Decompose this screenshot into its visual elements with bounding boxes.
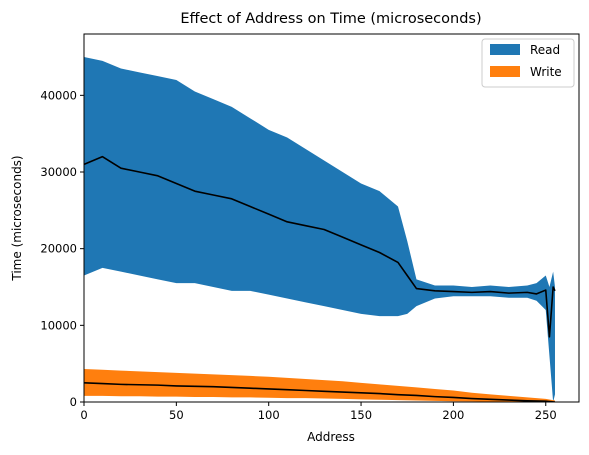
x-tick-label: 250 bbox=[535, 408, 557, 422]
legend-swatch-write bbox=[490, 66, 520, 77]
legend-label-read: Read bbox=[530, 43, 560, 57]
y-axis: 0 10000 20000 30000 40000 bbox=[40, 88, 84, 409]
x-tick-label: 100 bbox=[258, 408, 280, 422]
y-tick-label: 20000 bbox=[40, 242, 77, 256]
plot-area bbox=[84, 57, 556, 402]
y-tick-label: 40000 bbox=[40, 88, 77, 102]
chart-title: Effect of Address on Time (microseconds) bbox=[180, 11, 481, 27]
x-tick-label: 150 bbox=[350, 408, 372, 422]
mean-line-read bbox=[84, 155, 556, 338]
y-tick-label: 0 bbox=[70, 395, 77, 409]
band-read bbox=[84, 57, 555, 402]
x-tick-label: 50 bbox=[169, 408, 184, 422]
axes-frame bbox=[83, 33, 580, 403]
legend: Read Write bbox=[481, 38, 575, 88]
y-tick-label: 10000 bbox=[40, 318, 77, 332]
legend-swatch-read bbox=[490, 44, 520, 55]
x-tick-label: 0 bbox=[80, 408, 87, 422]
legend-label-write: Write bbox=[530, 65, 562, 79]
x-axis: 0 50 100 150 200 250 bbox=[80, 402, 557, 422]
x-axis-label: Address bbox=[307, 430, 355, 444]
x-tick-label: 200 bbox=[442, 408, 464, 422]
y-tick-label: 30000 bbox=[40, 165, 77, 179]
band-write bbox=[84, 369, 555, 402]
y-axis-label: Time (microseconds) bbox=[10, 155, 24, 281]
mean-line-write bbox=[84, 382, 556, 402]
